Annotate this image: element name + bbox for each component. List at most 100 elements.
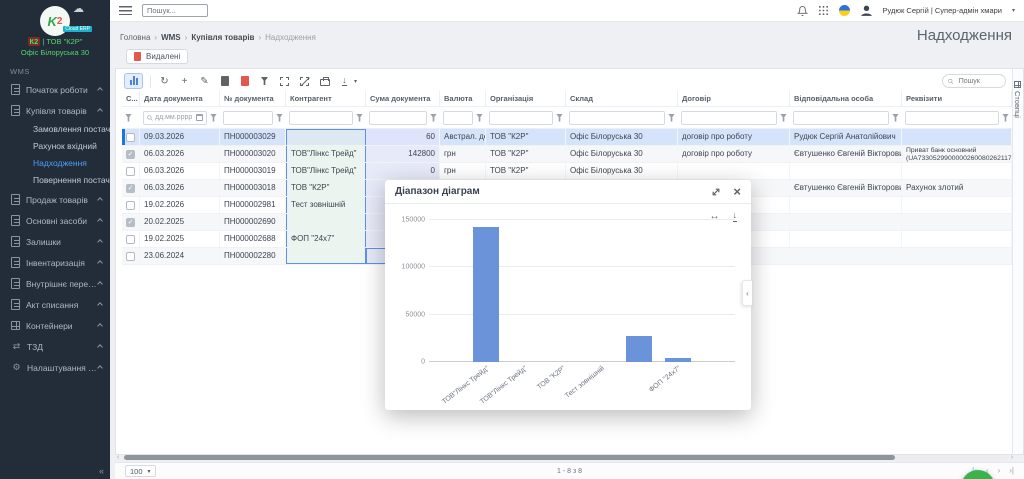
- filter-icon[interactable]: [125, 113, 132, 122]
- breadcrumb-item-2[interactable]: Купівля товарів: [191, 33, 255, 42]
- filter-icon[interactable]: [276, 113, 283, 122]
- link-range-icon[interactable]: ↔: [709, 211, 720, 222]
- chart-button[interactable]: [124, 73, 143, 89]
- filter-icon[interactable]: [892, 113, 899, 122]
- pager-button-1[interactable]: ‹: [985, 466, 989, 475]
- filter-icon[interactable]: [780, 113, 787, 122]
- sidebar-item-7[interactable]: Акт списання: [0, 294, 110, 315]
- table-row[interactable]: ✓ 06.03.2026 ПН000003020 ТОВ"Лінкс Трейд" 14…: [122, 146, 1012, 163]
- filter-icon[interactable]: [476, 113, 483, 122]
- sidebar-item-5[interactable]: Інвентаризація: [0, 252, 110, 273]
- deleted-filter-button[interactable]: Видалені: [126, 49, 189, 64]
- filter-icon[interactable]: [430, 113, 437, 122]
- sidebar-subitem-1-3[interactable]: Повернення постачальнику: [33, 175, 110, 185]
- export-caret-icon[interactable]: ▾: [354, 78, 358, 85]
- breadcrumb-item-1[interactable]: WMS: [161, 33, 181, 42]
- sidebar-item-2[interactable]: Продаж товарів: [0, 189, 110, 210]
- chart-settings-toggle[interactable]: ‹: [742, 280, 752, 306]
- sidebar-item-4[interactable]: Залишки: [0, 231, 110, 252]
- column-header-date[interactable]: Дата документа: [140, 91, 220, 106]
- bar[interactable]: [664, 358, 691, 362]
- pager-button-3[interactable]: ›|: [1009, 466, 1014, 475]
- breadcrumb-item-3[interactable]: Надходження: [265, 33, 316, 42]
- breadcrumb-item-0[interactable]: Головна: [120, 33, 151, 42]
- row-checkbox[interactable]: [126, 200, 135, 210]
- copy-button[interactable]: [218, 74, 231, 88]
- sidebar-item-8[interactable]: Контейнери: [0, 315, 110, 336]
- column-header-contract[interactable]: Договір: [678, 91, 790, 106]
- filter-input-org[interactable]: [489, 110, 553, 125]
- row-checkbox[interactable]: ✓: [126, 217, 135, 227]
- pager-button-2[interactable]: ›: [997, 466, 1001, 475]
- sidebar-item-1[interactable]: Купівля товарів: [0, 100, 110, 121]
- row-checkbox[interactable]: [126, 234, 135, 244]
- close-icon[interactable]: ×: [733, 184, 741, 199]
- grid-search-input[interactable]: [956, 76, 1000, 86]
- delete-button[interactable]: [238, 74, 251, 88]
- filter-icon[interactable]: [556, 113, 563, 122]
- bar[interactable]: [626, 336, 653, 362]
- filter-icon[interactable]: [1002, 113, 1009, 122]
- row-checkbox[interactable]: ✓: [126, 149, 135, 159]
- filter-input-date[interactable]: дд.мм.рррр: [143, 110, 207, 125]
- columns-tab[interactable]: Стовпці: [1012, 81, 1023, 118]
- add-button[interactable]: +: [181, 75, 188, 87]
- scrollbar-track[interactable]: [122, 454, 1008, 461]
- column-header-details[interactable]: Реквізити: [902, 91, 1012, 106]
- filter-input-contract[interactable]: [681, 110, 777, 125]
- sidebar-item-9[interactable]: ⇄ ТЗД: [0, 336, 110, 357]
- row-checkbox[interactable]: ✓: [126, 183, 135, 193]
- row-checkbox[interactable]: [126, 166, 135, 176]
- user-menu[interactable]: Рудюк Сергій | Супер-адмін хмари: [882, 6, 1002, 15]
- filter-icon[interactable]: [210, 113, 217, 122]
- apps-grid-icon[interactable]: [818, 5, 829, 16]
- column-header-sum[interactable]: Сума документа: [366, 91, 440, 106]
- filter-icon[interactable]: [668, 113, 675, 122]
- filter-icon[interactable]: [356, 113, 363, 122]
- sidebar-item-10[interactable]: ⚙ Налаштування WMS: [0, 357, 110, 378]
- edit-button[interactable]: ✎: [200, 75, 209, 87]
- download-chart-icon[interactable]: ↓: [732, 210, 737, 222]
- bar[interactable]: [473, 226, 500, 362]
- table-row[interactable]: 06.03.2026 ПН000003019 ТОВ"Лінкс Трейд" 0 гр…: [122, 163, 1012, 180]
- scroll-right-icon[interactable]: ›: [1010, 454, 1014, 461]
- filter-button[interactable]: [258, 74, 271, 88]
- expand-icon[interactable]: [711, 187, 721, 197]
- column-header-check[interactable]: С...: [122, 91, 140, 106]
- sidebar-subitem-1-1[interactable]: Рахунок вхідний: [33, 141, 97, 151]
- sidebar-item-3[interactable]: Основні засоби: [0, 210, 110, 231]
- sidebar-subitem-1-0[interactable]: Замовлення постачальнику: [33, 124, 110, 134]
- scrollbar-thumb[interactable]: [124, 455, 895, 460]
- column-header-number[interactable]: № документа: [220, 91, 286, 106]
- page-size-select[interactable]: 100 ▾: [125, 465, 156, 477]
- filter-input-sum[interactable]: [369, 110, 427, 125]
- filter-input-details[interactable]: [905, 110, 999, 125]
- filter-input-person[interactable]: [793, 110, 889, 125]
- sidebar-item-0[interactable]: Початок роботи: [0, 79, 110, 100]
- clear-selection-button[interactable]: [298, 74, 311, 88]
- filter-input-contragent[interactable]: [289, 110, 353, 125]
- column-header-currency[interactable]: Валюта: [440, 91, 486, 106]
- global-search-input[interactable]: [142, 4, 208, 17]
- avatar[interactable]: [860, 4, 873, 17]
- sidebar-subitem-1-2[interactable]: Надходження: [33, 158, 87, 168]
- select-range-button[interactable]: [278, 74, 291, 88]
- filter-input-warehouse[interactable]: [569, 110, 665, 125]
- column-header-warehouse[interactable]: Склад: [566, 91, 678, 106]
- column-header-person[interactable]: Відповідальна особа: [790, 91, 902, 106]
- calendar-icon[interactable]: [196, 114, 203, 121]
- ukraine-flag-icon[interactable]: [838, 5, 850, 16]
- column-header-org[interactable]: Організація: [486, 91, 566, 106]
- filter-input-currency[interactable]: [443, 110, 473, 125]
- print-button[interactable]: [318, 74, 331, 88]
- row-checkbox[interactable]: [126, 251, 135, 261]
- sidebar-item-6[interactable]: Внутрішнє переміщення: [0, 273, 110, 294]
- filter-input-number[interactable]: [223, 110, 273, 125]
- column-header-contragent[interactable]: Контрагент: [286, 91, 366, 106]
- hamburger-menu-icon[interactable]: [119, 6, 132, 15]
- refresh-button[interactable]: ↻: [160, 75, 169, 87]
- export-button[interactable]: ↓: [338, 74, 351, 88]
- scroll-left-icon[interactable]: ‹: [116, 454, 120, 461]
- sidebar-collapse-icon[interactable]: «: [98, 466, 104, 476]
